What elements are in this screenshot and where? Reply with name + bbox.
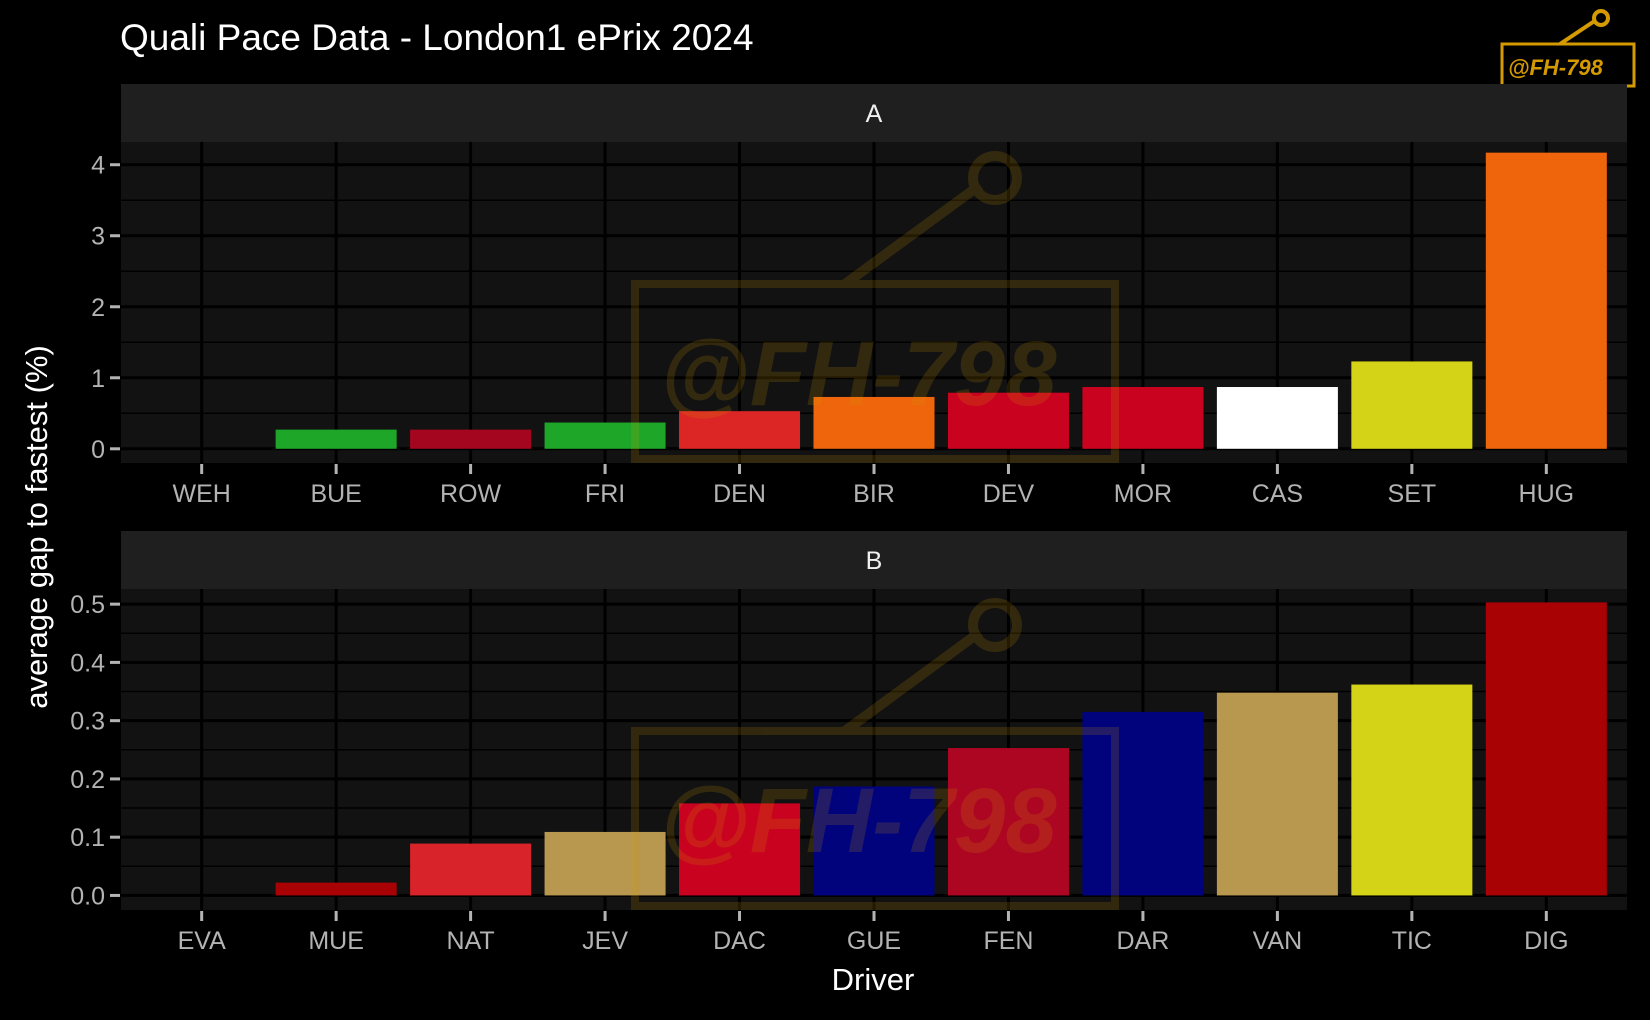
bar-tic	[1351, 684, 1473, 896]
x-tick-label: BIR	[853, 480, 895, 508]
x-tick-label: JEV	[582, 927, 628, 955]
y-tick-label: 0.2	[70, 766, 105, 794]
x-tick-label: WEH	[173, 480, 231, 508]
x-tick-label: ROW	[440, 480, 502, 508]
watermark: @FH-798 @FH-798	[631, 151, 1119, 910]
watermark-frame	[631, 727, 1119, 910]
x-tick-label: FEN	[983, 927, 1033, 955]
x-tick-label: MUE	[308, 927, 364, 955]
bar-dev	[947, 392, 1069, 449]
x-tick-label: VAN	[1253, 927, 1303, 955]
bar-dac	[679, 803, 801, 896]
watermark-key-shaft	[842, 627, 983, 736]
bar-van	[1216, 692, 1338, 896]
bar-hug	[1485, 152, 1607, 449]
watermark-key-shaft	[842, 180, 983, 289]
bar-nat	[410, 843, 532, 896]
panel-b: B 0.0 0.1 0.2 0.3 0.4 0.5 EVA MUE NAT JEV DAC GUE FEN…	[70, 531, 1627, 955]
x-tick-label: TIC	[1392, 927, 1432, 955]
bar-cas	[1216, 387, 1338, 449]
logo-key-shaft	[1558, 18, 1598, 46]
watermark-2: @FH-798	[631, 598, 1119, 910]
facet-strip	[121, 84, 1627, 142]
chart-title: Quali Pace Data - London1 ePrix 2024	[120, 17, 754, 58]
bar-jev	[544, 831, 666, 896]
y-tick-label: 0.0	[70, 882, 105, 910]
x-tick-label: DIG	[1524, 927, 1568, 955]
x-tick-label: FRI	[585, 480, 625, 508]
logo-key-head	[1592, 9, 1610, 27]
x-tick-label: DEV	[983, 480, 1035, 508]
watermark-1: @FH-798	[631, 151, 1119, 463]
facet-label: B	[866, 547, 883, 575]
bar-mor	[1082, 387, 1204, 449]
bar-mue	[275, 882, 397, 896]
y-tick-label: 4	[91, 152, 105, 180]
x-tick-label: DEN	[713, 480, 766, 508]
bar-den	[679, 411, 801, 449]
x-tick-label: DAC	[713, 927, 766, 955]
bar-bue	[275, 429, 397, 449]
x-tick-label: EVA	[178, 927, 226, 955]
y-tick-label: 3	[91, 223, 105, 251]
bar-gue	[813, 786, 935, 896]
y-tick-label: 2	[91, 294, 105, 322]
logo-text: @FH-798	[1508, 55, 1604, 80]
watermark-text: @FH-798	[660, 770, 1057, 872]
y-axis-title: average gap to fastest (%)	[19, 345, 54, 709]
y-tick-label: 0.4	[70, 649, 105, 677]
bar-dig	[1485, 602, 1607, 896]
panel-a: A 0 1 2 3 4 WEH BUE ROW FRI DEN BIR DEV MOR CAS SET HUG	[91, 84, 1627, 508]
y-tick-label: 0	[91, 436, 105, 464]
bar-dar	[1082, 711, 1204, 896]
bar-row	[410, 429, 532, 449]
x-tick-label: MOR	[1114, 480, 1172, 508]
x-tick-label: DAR	[1117, 927, 1170, 955]
bar-bir	[813, 396, 935, 449]
y-tick-label: 0.1	[70, 824, 105, 852]
x-tick-label: GUE	[847, 927, 901, 955]
watermark-key-head	[968, 598, 1022, 652]
watermark-key-head	[968, 151, 1022, 205]
y-tick-label: 0.5	[70, 591, 105, 619]
y-tick-label: 0.3	[70, 708, 105, 736]
watermark-frame	[631, 280, 1119, 463]
x-tick-label: HUG	[1519, 480, 1575, 508]
x-axis-title: Driver	[832, 962, 915, 997]
x-tick-label: NAT	[447, 927, 495, 955]
bar-fri	[544, 422, 666, 449]
bar-set	[1351, 361, 1473, 449]
facet-strip	[121, 531, 1627, 589]
x-tick-label: SET	[1388, 480, 1437, 508]
facet-panels: A 0 1 2 3 4 WEH BUE ROW FRI DEN BIR DEV MOR CAS SET HUG B…	[70, 84, 1627, 955]
watermark-text: @FH-798	[660, 323, 1057, 425]
bar-fen	[947, 748, 1069, 896]
x-tick-label: CAS	[1252, 480, 1303, 508]
facet-label: A	[866, 100, 883, 128]
x-tick-label: BUE	[310, 480, 361, 508]
y-tick-label: 1	[91, 365, 105, 393]
